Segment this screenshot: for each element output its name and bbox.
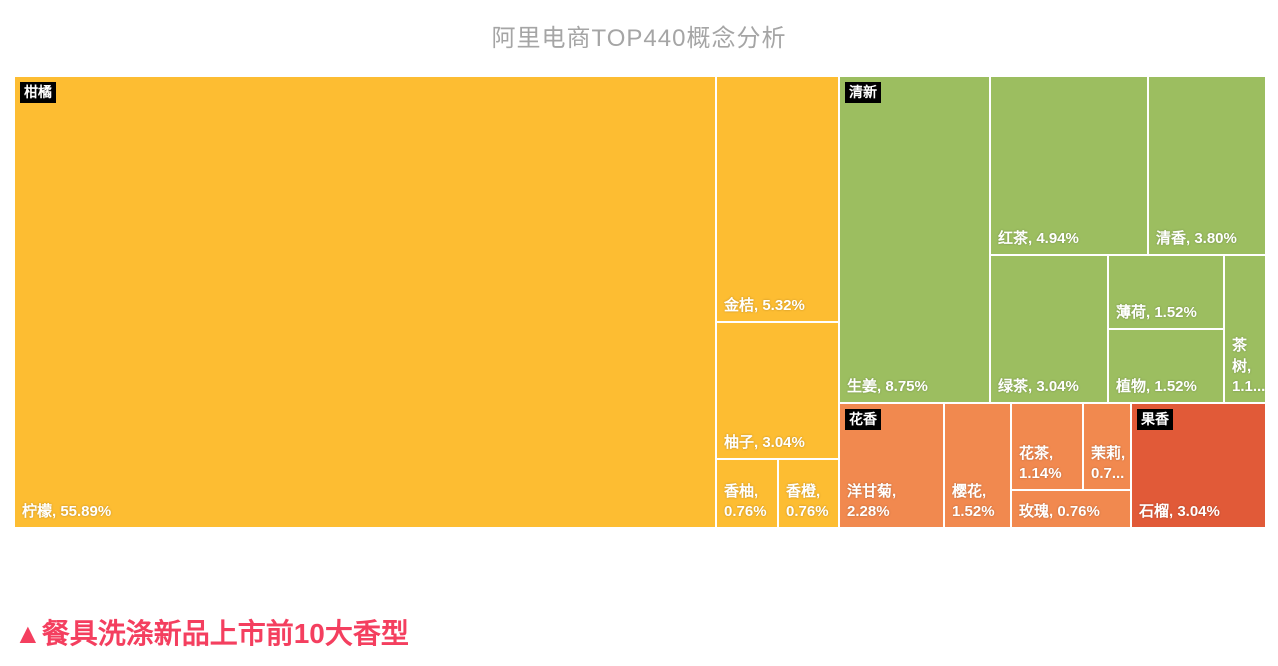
cell-label-line: 香橙, — [786, 482, 821, 500]
treemap-cell-plant: 植物, 1.52% — [1108, 329, 1224, 403]
cell-label-line: 茉莉, — [1091, 444, 1126, 462]
cell-label-xiangcheng: 香橙, 0.76% — [786, 482, 836, 523]
cell-label-chamomile: 洋甘菊, 2.28% — [847, 482, 941, 523]
treemap-cell-xiangcheng: 香橙, 0.76% — [778, 459, 839, 528]
cell-label-line: 樱花, — [952, 482, 987, 500]
cell-label-lemon: 柠檬, 55.89% — [22, 502, 112, 520]
cell-label-xiangyou: 香柚, 0.76% — [724, 482, 775, 523]
treemap-cell-pomelo: 柚子, 3.04% — [716, 322, 839, 459]
treemap-cell-sakura: 樱花, 1.52% — [944, 403, 1011, 528]
chart-caption: ▲餐具洗涤新品上市前10大香型 — [14, 618, 409, 649]
cell-label-line: 1.1... — [1232, 377, 1266, 395]
cell-label-line: 花茶, — [1019, 444, 1054, 462]
cell-label-line: 树, — [1232, 357, 1252, 375]
cell-label-jasmine: 茉莉, 0.7... — [1091, 444, 1128, 485]
treemap-cell-ginger: 生姜, 8.75% — [839, 76, 990, 403]
cell-label-line: 洋甘菊, — [847, 482, 897, 500]
cell-label-sakura: 樱花, 1.52% — [952, 482, 1008, 523]
category-label-fruity: 果香 — [1137, 409, 1173, 430]
treemap-cell-teatree: 茶树, 1.1... — [1224, 255, 1266, 403]
cell-label-line: 茶 — [1232, 337, 1248, 355]
cell-label-greentea: 绿茶, 3.04% — [998, 377, 1079, 395]
cell-label-mint: 薄荷, 1.52% — [1116, 303, 1197, 321]
cell-label-line: 0.7... — [1091, 464, 1125, 482]
category-label-citrus: 柑橘 — [20, 82, 56, 103]
cell-label-line: 1.52% — [952, 502, 995, 520]
treemap-cell-lemon: 柠檬, 55.89% — [14, 76, 716, 528]
cell-label-kumquat: 金桔, 5.32% — [724, 296, 805, 314]
treemap-cell-flowertea: 花茶, 1.14% — [1011, 403, 1083, 490]
category-label-floral: 花香 — [845, 409, 881, 430]
treemap-chart: 柠檬, 55.89% 金桔, 5.32% 柚子, 3.04% 香柚, 0.76% … — [14, 76, 1266, 528]
treemap-cell-rose: 玫瑰, 0.76% — [1011, 490, 1131, 528]
treemap-cell-qingxiang: 清香, 3.80% — [1148, 76, 1266, 255]
cell-label-pomegranate: 石榴, 3.04% — [1139, 502, 1220, 520]
cell-label-line: 2.28% — [847, 502, 890, 520]
cell-label-line: 0.76% — [786, 502, 829, 520]
treemap-cell-kumquat: 金桔, 5.32% — [716, 76, 839, 322]
cell-label-qingxiang: 清香, 3.80% — [1156, 229, 1237, 247]
cell-label-pomelo: 柚子, 3.04% — [724, 433, 805, 451]
page-title: 阿里电商TOP440概念分析 — [491, 25, 787, 52]
cell-label-rose: 玫瑰, 0.76% — [1019, 502, 1100, 520]
cell-label-line: 1.14% — [1019, 464, 1062, 482]
cell-label-ginger: 生姜, 8.75% — [847, 377, 928, 395]
treemap-cell-pomegranate: 石榴, 3.04% — [1131, 403, 1266, 528]
cell-label-line: 0.76% — [724, 502, 767, 520]
treemap-cell-mint: 薄荷, 1.52% — [1108, 255, 1224, 329]
category-label-fresh: 清新 — [845, 82, 881, 103]
cell-label-teatree: 茶树, 1.1... — [1232, 336, 1266, 397]
treemap-cell-blacktea: 红茶, 4.94% — [990, 76, 1148, 255]
cell-label-blacktea: 红茶, 4.94% — [998, 229, 1079, 247]
treemap-cell-greentea: 绿茶, 3.04% — [990, 255, 1108, 403]
cell-label-line: 香柚, — [724, 482, 759, 500]
cell-label-flowertea: 花茶, 1.14% — [1019, 444, 1080, 485]
treemap-cell-xiangyou: 香柚, 0.76% — [716, 459, 778, 528]
treemap-cell-jasmine: 茉莉, 0.7... — [1083, 403, 1131, 490]
cell-label-plant: 植物, 1.52% — [1116, 377, 1197, 395]
